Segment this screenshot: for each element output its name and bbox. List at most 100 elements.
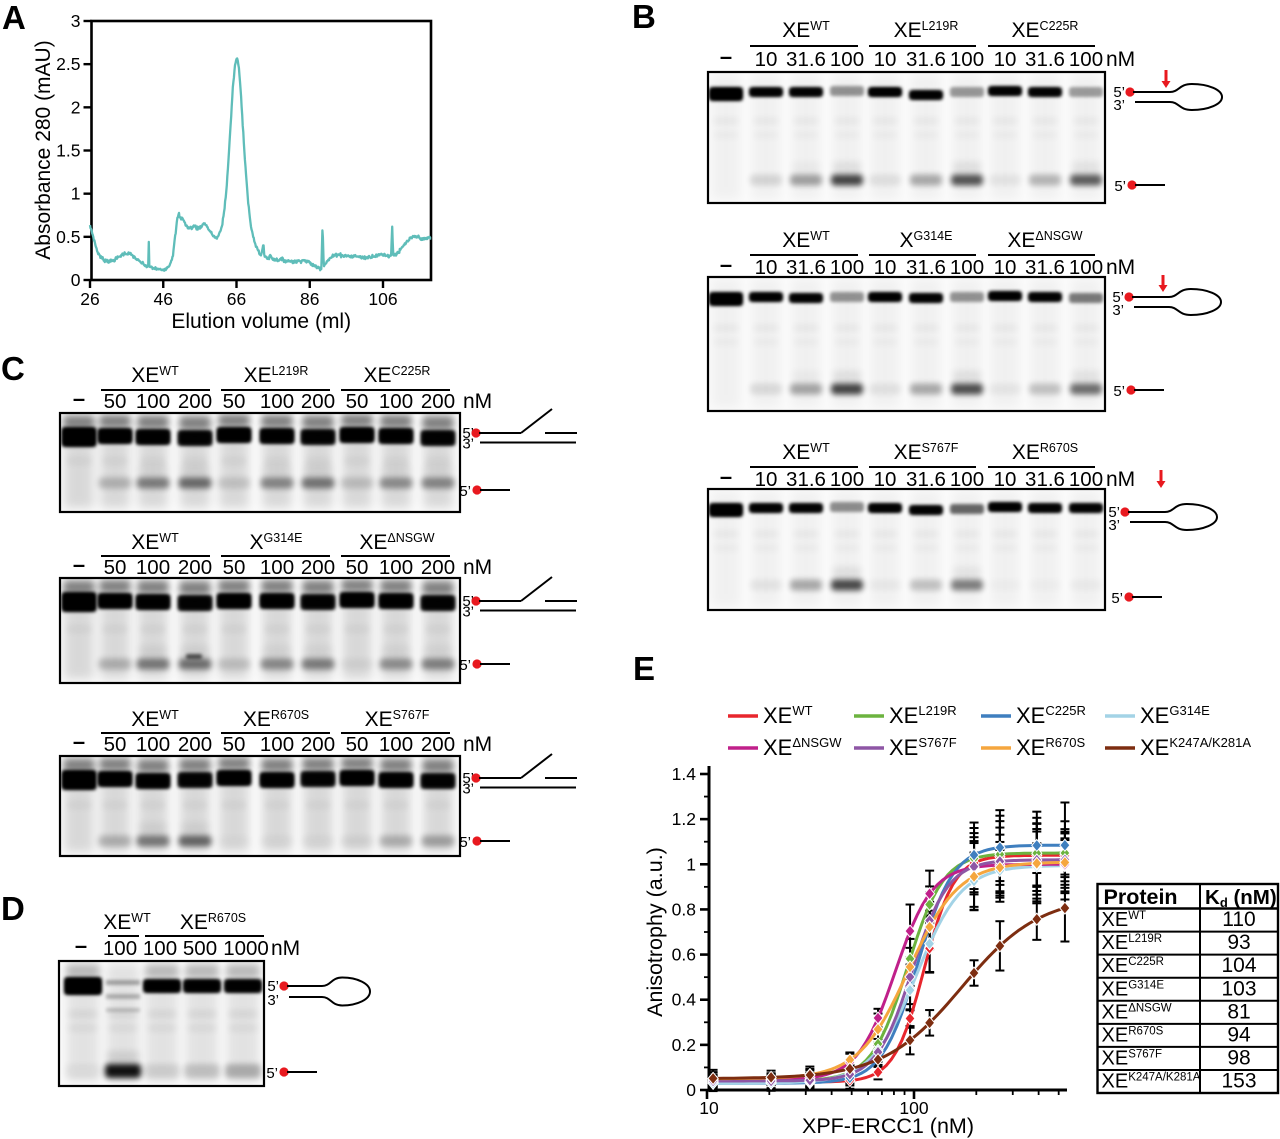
svg-text:Absorbance 280 (mAU): Absorbance 280 (mAU) bbox=[32, 40, 55, 259]
svg-text:50: 50 bbox=[346, 390, 369, 413]
svg-text:31.6: 31.6 bbox=[1025, 256, 1065, 279]
svg-text:50: 50 bbox=[104, 390, 127, 413]
svg-text:–: – bbox=[73, 729, 85, 754]
svg-text:0.4: 0.4 bbox=[672, 990, 697, 1010]
svg-text:1.5: 1.5 bbox=[56, 141, 80, 161]
svg-text:–: – bbox=[73, 386, 85, 411]
svg-text:31.6: 31.6 bbox=[786, 48, 826, 71]
svg-text:200: 200 bbox=[421, 733, 455, 756]
svg-text:5’: 5’ bbox=[462, 425, 474, 442]
svg-text:–: – bbox=[720, 464, 732, 489]
svg-text:100: 100 bbox=[830, 48, 864, 71]
svg-text:86: 86 bbox=[300, 289, 319, 309]
svg-text:200: 200 bbox=[301, 733, 335, 756]
svg-text:100: 100 bbox=[136, 733, 170, 756]
svg-text:3’: 3’ bbox=[462, 436, 474, 453]
svg-text:nM: nM bbox=[1106, 48, 1135, 71]
svg-text:A: A bbox=[2, 0, 26, 36]
svg-text:5’: 5’ bbox=[266, 1065, 278, 1082]
svg-text:5’: 5’ bbox=[459, 483, 471, 500]
svg-text:10: 10 bbox=[874, 468, 897, 491]
svg-text:2.5: 2.5 bbox=[56, 54, 80, 74]
svg-text:100: 100 bbox=[950, 468, 984, 491]
svg-text:3’: 3’ bbox=[462, 604, 474, 621]
svg-text:46: 46 bbox=[154, 289, 173, 309]
svg-text:31.6: 31.6 bbox=[906, 468, 946, 491]
svg-text:500: 500 bbox=[183, 937, 217, 960]
svg-text:106: 106 bbox=[368, 289, 397, 309]
svg-text:100: 100 bbox=[260, 556, 294, 579]
svg-text:10: 10 bbox=[994, 48, 1017, 71]
svg-text:98: 98 bbox=[1227, 1046, 1250, 1069]
svg-text:31.6: 31.6 bbox=[1025, 468, 1065, 491]
svg-text:5’: 5’ bbox=[1113, 84, 1125, 101]
svg-text:100: 100 bbox=[379, 733, 413, 756]
svg-text:100: 100 bbox=[1069, 256, 1103, 279]
svg-text:50: 50 bbox=[223, 556, 246, 579]
svg-text:200: 200 bbox=[178, 556, 212, 579]
svg-text:1000: 1000 bbox=[223, 937, 269, 960]
svg-text:81: 81 bbox=[1227, 1000, 1250, 1023]
svg-text:nM: nM bbox=[271, 937, 300, 960]
svg-text:104: 104 bbox=[1221, 954, 1256, 977]
svg-text:0.6: 0.6 bbox=[672, 945, 696, 965]
svg-text:200: 200 bbox=[178, 733, 212, 756]
svg-text:0: 0 bbox=[686, 1080, 696, 1100]
svg-text:153: 153 bbox=[1221, 1070, 1256, 1093]
svg-text:0.8: 0.8 bbox=[672, 899, 696, 919]
svg-text:5’: 5’ bbox=[1113, 383, 1125, 400]
svg-text:1: 1 bbox=[686, 854, 696, 874]
svg-text:5’: 5’ bbox=[459, 657, 471, 674]
svg-text:50: 50 bbox=[346, 733, 369, 756]
svg-text:1: 1 bbox=[71, 184, 81, 204]
svg-text:100: 100 bbox=[136, 390, 170, 413]
svg-text:100: 100 bbox=[1069, 48, 1103, 71]
svg-text:5’: 5’ bbox=[267, 978, 279, 995]
svg-text:3’: 3’ bbox=[1112, 302, 1124, 319]
svg-text:100: 100 bbox=[136, 556, 170, 579]
svg-text:103: 103 bbox=[1221, 977, 1256, 1000]
svg-text:1.4: 1.4 bbox=[672, 764, 697, 784]
svg-text:31.6: 31.6 bbox=[786, 468, 826, 491]
svg-text:Anisotrophy (a.u.): Anisotrophy (a.u.) bbox=[643, 847, 667, 1017]
svg-text:100: 100 bbox=[950, 256, 984, 279]
svg-text:100: 100 bbox=[830, 468, 864, 491]
svg-text:50: 50 bbox=[223, 733, 246, 756]
svg-text:100: 100 bbox=[830, 256, 864, 279]
svg-text:10: 10 bbox=[994, 256, 1017, 279]
svg-text:3’: 3’ bbox=[267, 992, 279, 1009]
svg-text:100: 100 bbox=[379, 390, 413, 413]
svg-text:nM: nM bbox=[463, 390, 492, 413]
svg-text:10: 10 bbox=[755, 256, 778, 279]
svg-text:200: 200 bbox=[421, 390, 455, 413]
svg-text:10: 10 bbox=[994, 468, 1017, 491]
svg-text:XPF-ERCC1 (nM): XPF-ERCC1 (nM) bbox=[802, 1114, 974, 1138]
svg-text:D: D bbox=[1, 890, 25, 927]
svg-text:nM: nM bbox=[463, 556, 492, 579]
svg-text:200: 200 bbox=[421, 556, 455, 579]
svg-text:5’: 5’ bbox=[462, 770, 474, 787]
svg-text:5’: 5’ bbox=[1108, 504, 1120, 521]
svg-text:B: B bbox=[632, 0, 656, 35]
svg-text:50: 50 bbox=[104, 556, 127, 579]
svg-text:10: 10 bbox=[874, 48, 897, 71]
svg-text:100: 100 bbox=[260, 733, 294, 756]
svg-text:3’: 3’ bbox=[1108, 517, 1120, 534]
svg-text:5’: 5’ bbox=[1114, 178, 1126, 195]
svg-text:31.6: 31.6 bbox=[906, 256, 946, 279]
svg-text:0: 0 bbox=[71, 270, 81, 290]
svg-text:0.5: 0.5 bbox=[56, 227, 80, 247]
svg-text:10: 10 bbox=[755, 48, 778, 71]
svg-text:200: 200 bbox=[301, 390, 335, 413]
svg-text:31.6: 31.6 bbox=[1025, 48, 1065, 71]
svg-text:50: 50 bbox=[104, 733, 127, 756]
svg-text:XEWT: XEWT bbox=[763, 703, 813, 728]
svg-text:93: 93 bbox=[1227, 931, 1250, 954]
svg-text:110: 110 bbox=[1222, 908, 1255, 931]
svg-text:3: 3 bbox=[71, 11, 81, 31]
svg-text:–: – bbox=[720, 44, 732, 69]
svg-text:10: 10 bbox=[755, 468, 778, 491]
svg-text:1.2: 1.2 bbox=[672, 809, 696, 829]
svg-text:–: – bbox=[73, 552, 85, 577]
svg-text:–: – bbox=[720, 252, 732, 277]
